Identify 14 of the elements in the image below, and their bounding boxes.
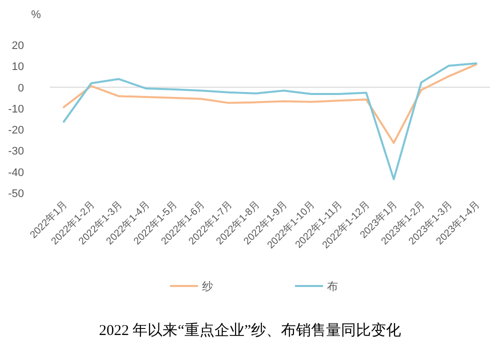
legend-label: 纱 (202, 280, 213, 293)
y-tick-label: -50 (8, 188, 24, 200)
y-tick-label: 10 (12, 61, 24, 74)
y-axis-title: % (31, 9, 42, 21)
y-tick-label: -30 (8, 146, 24, 158)
legend-label: 布 (327, 281, 338, 293)
y-tick-label: 0 (18, 82, 24, 94)
y-tick-label: -40 (8, 166, 24, 179)
text: 2022 年以来“重点企业”纱、布销售量同比变化 (98, 322, 402, 339)
line-series (62, 62, 478, 180)
y-tick-label: -10 (8, 103, 24, 116)
y-tick-label: 20 (12, 40, 24, 52)
y-tick-label: -20 (8, 124, 24, 137)
line-series (62, 63, 478, 144)
